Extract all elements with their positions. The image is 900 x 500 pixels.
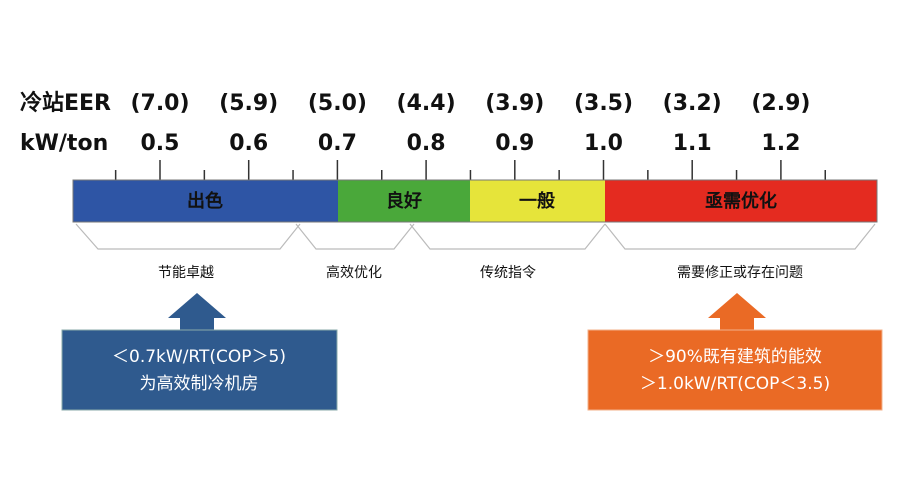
segment-excellent bbox=[73, 180, 338, 222]
callout-text: 为高效制冷机房 bbox=[140, 374, 259, 394]
kw-value: 1.2 bbox=[761, 131, 800, 156]
eer-value: (3.5) bbox=[574, 91, 633, 116]
callout-box bbox=[587, 329, 883, 411]
segment-label: 亟需优化 bbox=[705, 190, 777, 212]
arrow bbox=[708, 293, 766, 331]
bracket bbox=[295, 223, 415, 250]
arrow bbox=[168, 293, 226, 331]
bracket bbox=[409, 223, 606, 250]
bracket bbox=[604, 223, 876, 250]
eer-value: (3.9) bbox=[485, 91, 544, 116]
group-label: 节能卓越 bbox=[158, 265, 214, 281]
segment-fair bbox=[470, 180, 605, 222]
brackets bbox=[75, 223, 876, 250]
bracket bbox=[75, 223, 301, 250]
segment-label: 良好 bbox=[386, 190, 422, 212]
callout-box bbox=[61, 329, 338, 411]
kw-value: 0.5 bbox=[141, 131, 180, 156]
segment-label: 一般 bbox=[519, 190, 555, 212]
eer-value: (5.9) bbox=[219, 91, 278, 116]
segment-label: 出色 bbox=[187, 190, 223, 212]
callout-text: ＞90%既有建筑的能效 bbox=[648, 347, 822, 367]
kw-value: 1.0 bbox=[584, 131, 623, 156]
scale-labels: (7.0) 0.5 (5.9) 0.6 (5.0) 0.7 (4.4) 0.8 (3.9) 0.9… bbox=[130, 91, 810, 156]
kw-value: 0.9 bbox=[495, 131, 534, 156]
eer-label: 冷站EER bbox=[20, 90, 111, 116]
eer-value: (4.4) bbox=[397, 91, 456, 116]
ticks bbox=[114, 160, 826, 180]
bar-border bbox=[72, 179, 878, 223]
eer-value: (3.2) bbox=[663, 91, 722, 116]
group-label: 需要修正或存在问题 bbox=[677, 265, 803, 281]
kw-value: 1.1 bbox=[673, 131, 712, 156]
eer-value: (2.9) bbox=[751, 91, 810, 116]
group-label: 传统指令 bbox=[480, 265, 536, 281]
kw-label: kW/ton bbox=[20, 131, 108, 156]
kw-value: 0.8 bbox=[407, 131, 446, 156]
kw-value: 0.6 bbox=[229, 131, 268, 156]
callout-text: ＜0.7kW/RT(COP＞5) bbox=[112, 347, 286, 367]
segment-good bbox=[338, 180, 470, 222]
eer-value: (7.0) bbox=[130, 91, 189, 116]
group-label: 高效优化 bbox=[326, 264, 382, 281]
eer-value: (5.0) bbox=[308, 91, 367, 116]
segment-poor bbox=[605, 180, 877, 222]
kw-value: 0.7 bbox=[318, 131, 357, 156]
callout-text: ＞1.0kW/RT(COP＜3.5) bbox=[640, 374, 830, 394]
